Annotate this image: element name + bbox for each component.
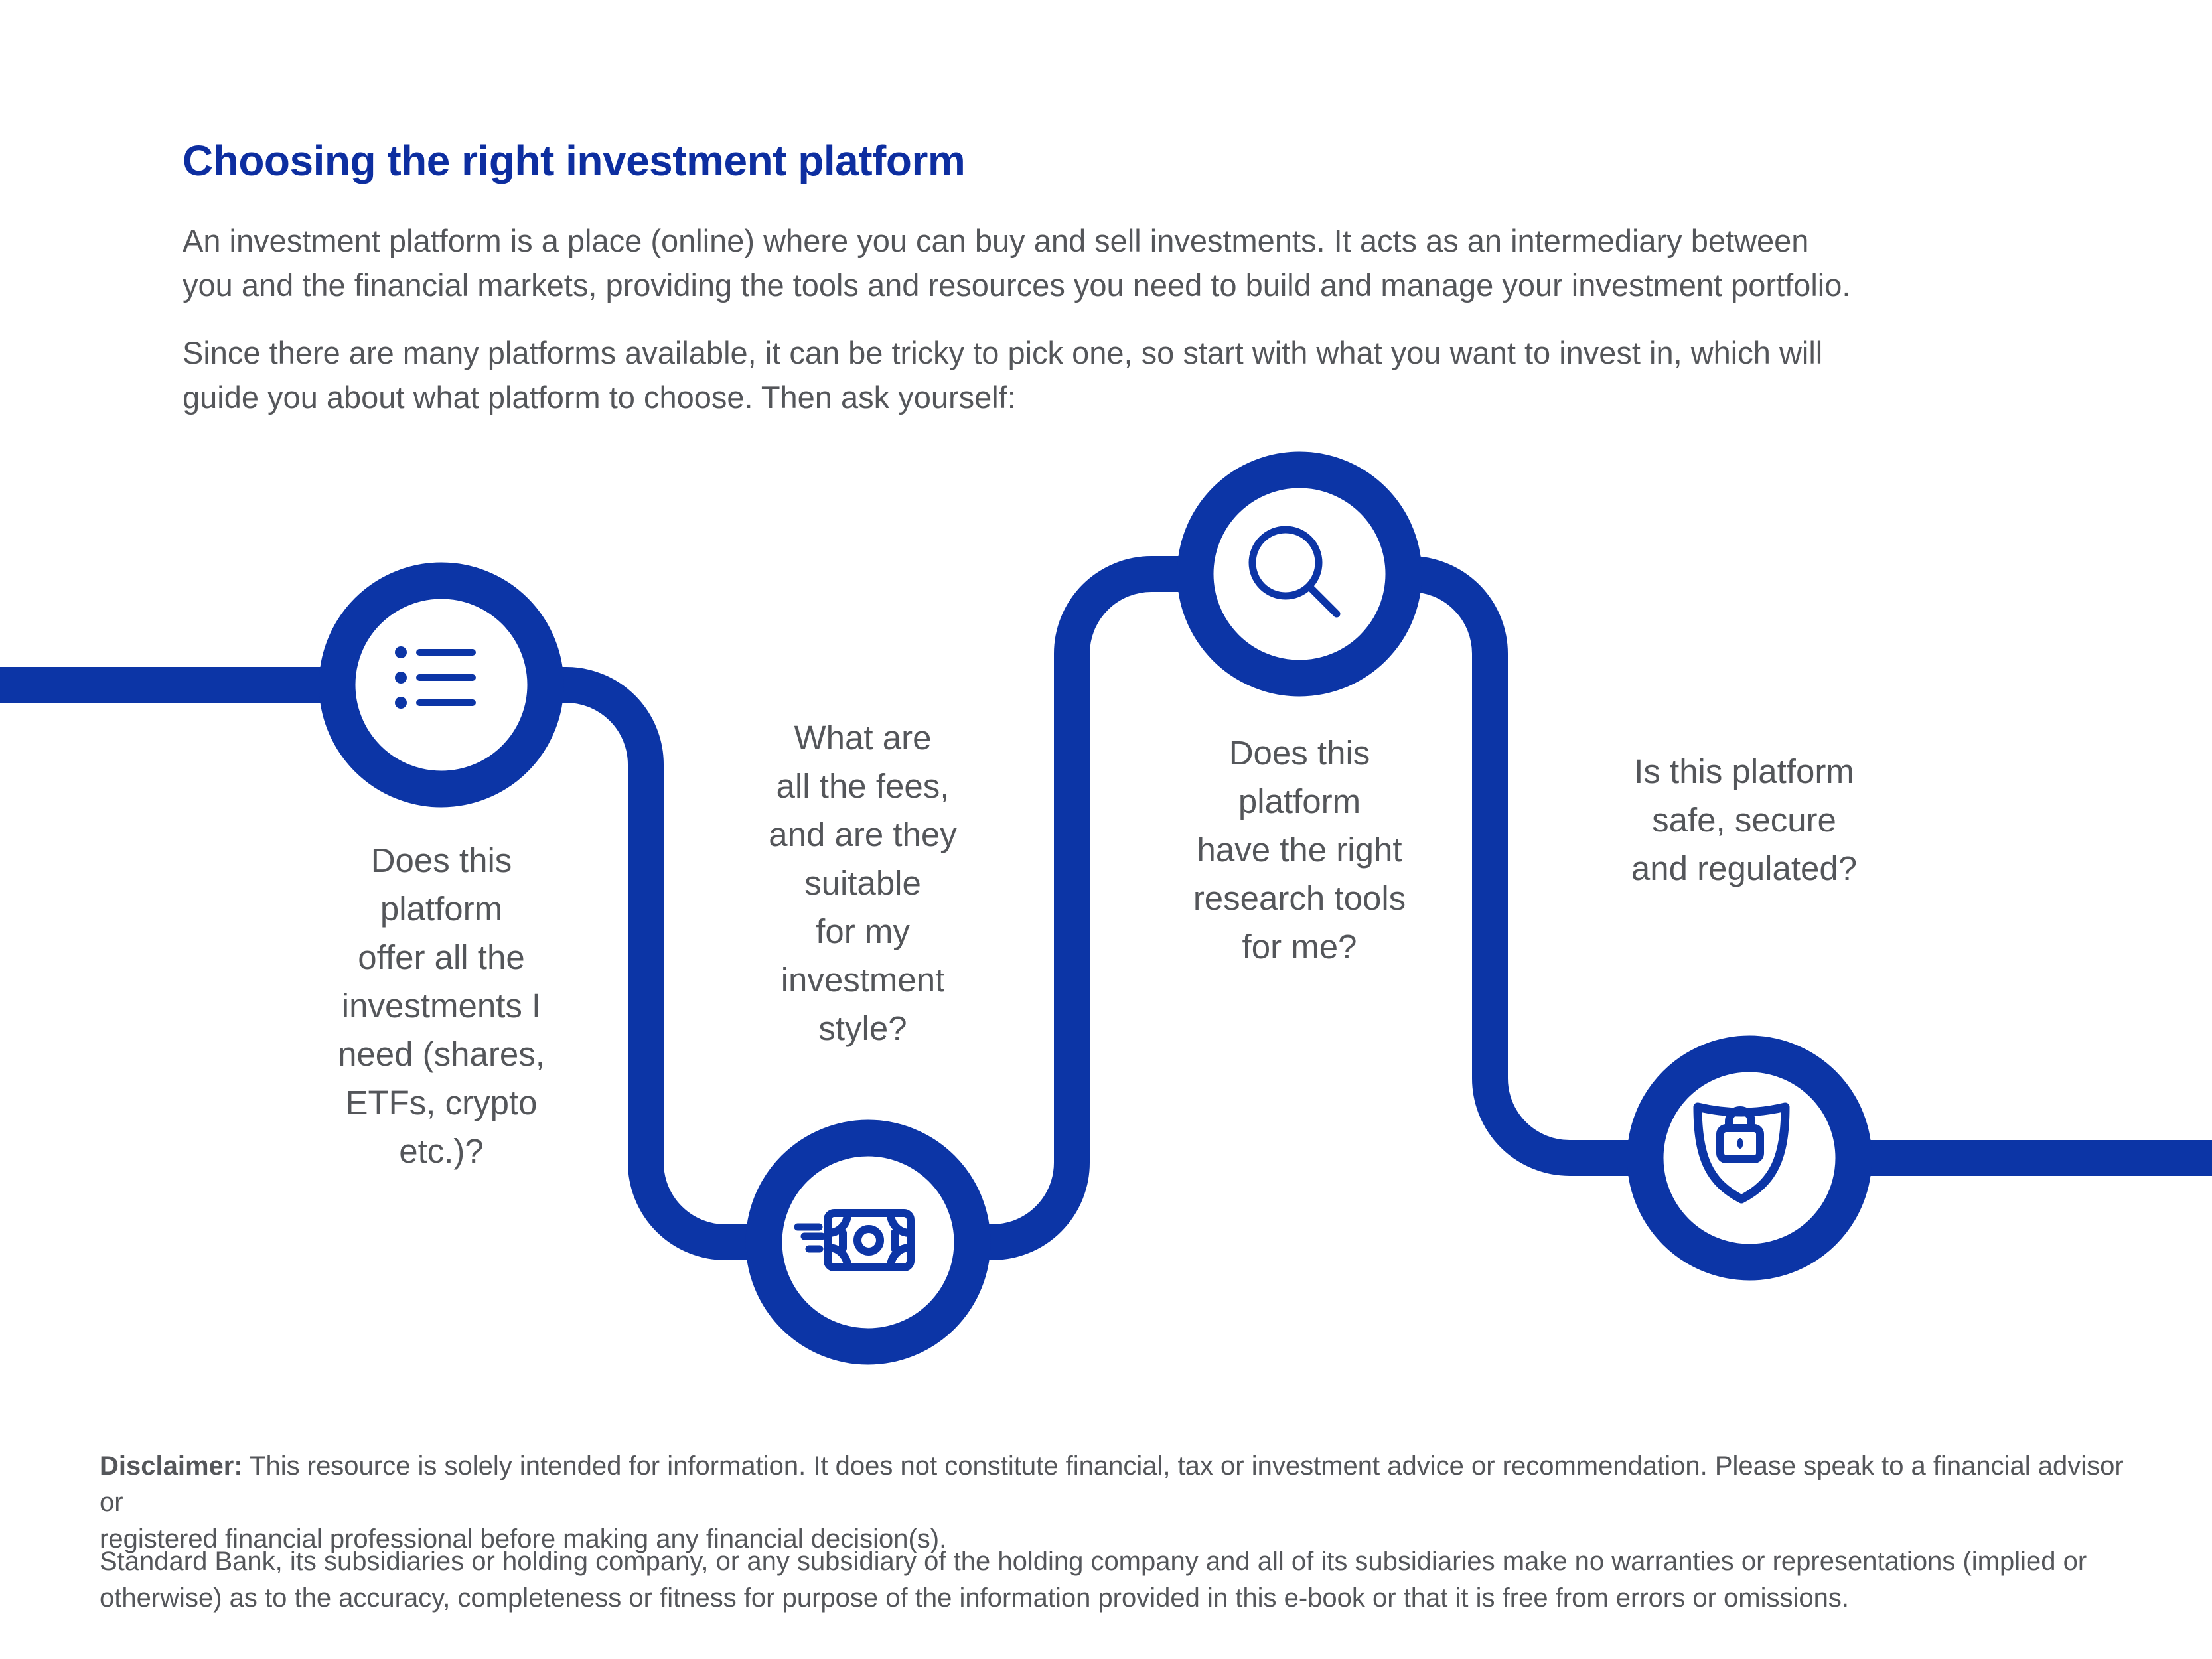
legal-paragraph: Standard Bank, its subsidiaries or holdi… bbox=[100, 1547, 2087, 1613]
journey-path bbox=[0, 556, 2212, 1260]
disclaimer-text: This resource is solely intended for inf… bbox=[100, 1451, 2124, 1553]
disclaimer-label: Disclaimer: bbox=[100, 1451, 243, 1480]
step1-node-circle bbox=[319, 562, 564, 808]
search-icon bbox=[1248, 526, 1341, 618]
step2-question: What are all the fees, and are they suit… bbox=[769, 719, 957, 1047]
intro-paragraph-2: Since there are many platforms available… bbox=[183, 335, 1823, 415]
intro-paragraph-1: An investment platform is a place (onlin… bbox=[183, 223, 1851, 303]
step4-question: Is this platform safe, secure and regula… bbox=[1631, 753, 1858, 887]
bullet-list-icon bbox=[395, 646, 476, 709]
step3-question: Does this platform have the right resear… bbox=[1193, 734, 1406, 966]
step3-node-circle bbox=[1177, 451, 1422, 697]
shield-lock-icon bbox=[1693, 1102, 1790, 1204]
page-title: Choosing the right investment platform bbox=[183, 136, 966, 184]
disclaimer-paragraph: Disclaimer: This resource is solely inte… bbox=[100, 1448, 2130, 1557]
money-icon bbox=[794, 1209, 915, 1271]
step1-question: Does this platform offer all the investm… bbox=[338, 841, 545, 1170]
step2-node-circle bbox=[745, 1119, 991, 1365]
